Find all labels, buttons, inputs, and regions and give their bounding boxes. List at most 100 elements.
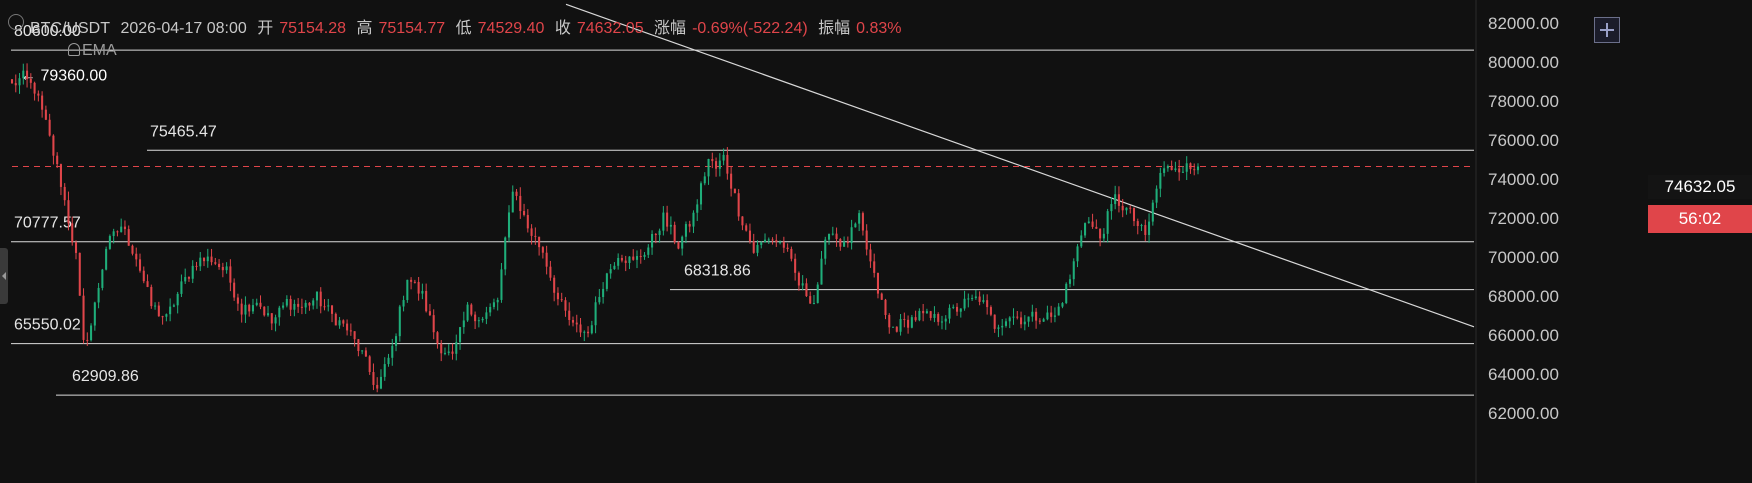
candle-body xyxy=(304,302,307,308)
candle-body xyxy=(1181,171,1184,173)
candle-body xyxy=(978,296,981,302)
countdown-timer: 56:02 xyxy=(1648,205,1752,233)
candle-body xyxy=(56,155,59,165)
candle-body xyxy=(300,306,303,308)
candle-body xyxy=(108,236,111,249)
candle-body xyxy=(1159,172,1162,189)
candle-body xyxy=(515,191,518,196)
candle-body xyxy=(884,299,887,316)
candle-body xyxy=(1027,316,1030,322)
candle-body xyxy=(349,330,352,332)
candle-body xyxy=(545,252,548,267)
candle-body xyxy=(575,322,578,325)
candle-body xyxy=(33,82,36,94)
candle-body xyxy=(605,273,608,289)
candle-body xyxy=(658,230,661,236)
candle-body xyxy=(549,266,552,278)
candle-body xyxy=(635,256,639,260)
candle-body xyxy=(101,269,104,288)
candle-body xyxy=(270,313,273,324)
candle-body xyxy=(251,305,254,312)
candle-body xyxy=(715,161,718,169)
candle-body xyxy=(1046,312,1049,320)
candle-body xyxy=(383,364,386,377)
candle-body xyxy=(707,159,710,177)
candle-body xyxy=(982,300,985,302)
candle-body xyxy=(395,336,398,346)
candle-body xyxy=(319,291,322,307)
candle-body xyxy=(944,318,947,322)
candle-body xyxy=(240,303,243,315)
symbol-icon[interactable] xyxy=(8,14,24,30)
candle-body xyxy=(327,305,330,307)
candle-body xyxy=(681,236,684,249)
candle-body xyxy=(391,345,394,358)
high-value: 75154.77 xyxy=(378,20,446,37)
candle-body xyxy=(745,225,748,231)
candle-body xyxy=(782,241,785,248)
fullscreen-button[interactable] xyxy=(1594,17,1620,43)
candle-body xyxy=(368,356,371,373)
candle-body xyxy=(971,298,974,300)
candle-body xyxy=(850,227,853,244)
candle-body xyxy=(571,320,575,323)
candle-body xyxy=(767,239,770,241)
price-axis: 82000.00 80000.00 78000.00 76000.00 74000.00… xyxy=(1475,0,1559,483)
candle-body xyxy=(455,342,458,354)
candle-body xyxy=(956,306,959,312)
candle-body xyxy=(854,223,857,228)
candle-body xyxy=(218,263,221,267)
candles-layer xyxy=(10,63,1200,393)
candle-body xyxy=(869,249,872,262)
indicator-label[interactable]: EMA xyxy=(82,42,117,59)
candle-body xyxy=(594,302,597,326)
candle-body xyxy=(620,257,623,261)
candle-body xyxy=(199,257,202,267)
candle-body xyxy=(805,283,808,297)
candle-body xyxy=(967,298,970,300)
candle-body xyxy=(496,299,499,303)
candle-body xyxy=(846,241,849,244)
candle-body xyxy=(492,302,495,307)
candle-body xyxy=(812,303,815,305)
candle-body xyxy=(1057,306,1060,316)
candle-body xyxy=(184,277,187,282)
candle-body xyxy=(146,281,149,287)
candle-body xyxy=(794,258,797,273)
candle-body xyxy=(1151,202,1154,222)
candle-body xyxy=(997,327,1000,329)
candle-body xyxy=(628,256,631,263)
candle-body xyxy=(481,318,484,321)
candle-body xyxy=(229,266,232,283)
candle-body xyxy=(895,326,898,332)
candle-body xyxy=(1178,168,1181,173)
level-label: 65550.02 xyxy=(14,317,81,334)
level-label: 75465.47 xyxy=(150,123,217,140)
candle-body xyxy=(315,291,319,301)
candle-body xyxy=(52,135,55,156)
candle-body xyxy=(123,226,126,230)
candle-body xyxy=(820,258,823,285)
candle-body xyxy=(624,260,627,263)
candle-body xyxy=(741,216,744,226)
collapse-panel-handle[interactable] xyxy=(0,248,8,304)
candle-body xyxy=(1016,316,1019,318)
candle-body xyxy=(730,173,733,189)
candle-body xyxy=(1193,169,1196,171)
candle-body xyxy=(1095,226,1098,229)
open-value: 75154.28 xyxy=(279,20,346,37)
candle-body xyxy=(797,272,800,286)
candle-body xyxy=(1148,221,1151,235)
candle-body xyxy=(202,257,206,262)
candle-body xyxy=(1166,166,1169,169)
candle-body xyxy=(564,300,567,311)
symbol-label[interactable]: BTC/USDT xyxy=(30,20,110,37)
candle-body xyxy=(647,247,650,255)
candle-body xyxy=(1163,168,1166,173)
candle-body xyxy=(873,261,876,273)
candle-body xyxy=(519,195,522,212)
alert-bell-icon[interactable] xyxy=(68,43,80,56)
candle-body xyxy=(925,311,928,314)
candle-body xyxy=(963,298,966,309)
